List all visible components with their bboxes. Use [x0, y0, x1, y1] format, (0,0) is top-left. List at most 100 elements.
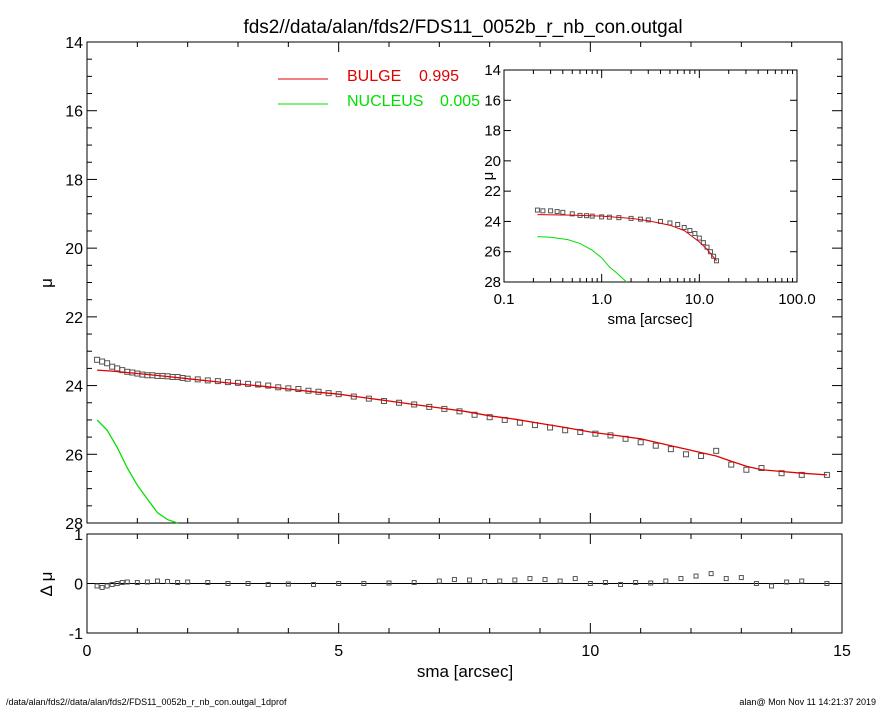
main-data-point	[104, 360, 111, 367]
main-xlabel: sma [arcsec]	[417, 662, 513, 681]
inset-xtick-label: 0.1	[494, 291, 515, 308]
res-ytick-label: 0	[74, 577, 83, 594]
main-data-point	[265, 382, 272, 389]
main-data-point	[471, 411, 478, 418]
inset-data-point	[554, 209, 560, 215]
legend: BULGE 0.995 NUCLEUS 0.005	[278, 68, 480, 110]
main-data-point	[758, 465, 765, 472]
main-xtick-label: 10	[581, 643, 599, 660]
res-data-point	[245, 581, 251, 586]
inset-ytick-label: 14	[484, 62, 501, 79]
res-data-point	[648, 580, 654, 586]
main-line-bulge	[97, 369, 827, 476]
res-data-point	[633, 580, 639, 586]
inset-data-point	[534, 207, 540, 213]
inset-data-point	[696, 235, 702, 241]
res-data-point	[512, 577, 518, 583]
res-data-point	[124, 579, 130, 585]
res-data-point	[753, 581, 759, 586]
main-line-nucleus	[96, 419, 178, 524]
res-data-point	[386, 580, 392, 586]
main-ytick-label: 18	[65, 172, 83, 189]
footer-right: alan@ Mon Nov 11 14:21:37 2019	[739, 697, 876, 707]
res-data-point	[482, 579, 488, 585]
res-data-point	[738, 575, 744, 581]
res-data-point	[285, 581, 291, 587]
legend-nucleus-value: 0.005	[440, 93, 480, 110]
main-ytick-label: 22	[65, 310, 83, 327]
main-data-point	[486, 414, 493, 421]
res-data-point	[451, 577, 457, 583]
inset-plot: 14 16 18 20 22 24 26 280.1 1.0 10.0 100.0	[484, 62, 815, 308]
main-data-point	[245, 380, 252, 387]
main-data-point	[562, 427, 569, 434]
res-data-point	[572, 576, 578, 582]
inset-ytick-label: 24	[484, 213, 501, 230]
inset-data-point	[714, 258, 720, 264]
res-ytick-label: -1	[69, 626, 83, 643]
inset-xlabel: sma [arcsec]	[607, 311, 692, 328]
main-ytick-label: 26	[65, 447, 83, 464]
res-data-point	[361, 581, 367, 586]
res-data-point	[154, 578, 160, 584]
main-data-point	[637, 439, 644, 446]
main-xtick-label: 15	[833, 643, 851, 660]
res-data-point	[114, 581, 120, 586]
main-data-point	[667, 446, 674, 453]
res-data-point	[119, 580, 125, 586]
res-data-point	[542, 577, 548, 583]
res-data-point	[693, 573, 699, 579]
main-ytick-label: 14	[65, 35, 83, 52]
res-data-point	[799, 578, 805, 584]
main-data-point	[109, 363, 116, 370]
main-xtick-label: 0	[83, 643, 92, 660]
main-data-point	[728, 461, 735, 468]
inset-data-point	[681, 224, 687, 230]
res-data-point	[311, 581, 316, 587]
residual-ylabel: Δ μ	[37, 572, 56, 597]
inset-data-point	[687, 228, 693, 234]
main-data-point	[698, 453, 705, 460]
res-data-point	[708, 571, 714, 577]
inset-line-nucleus	[537, 236, 627, 283]
inset-data-point	[569, 211, 575, 217]
inset-data-point	[548, 208, 554, 214]
inset-data-point	[560, 209, 566, 215]
inset-ytick-label: 22	[484, 183, 501, 200]
res-data-point	[602, 580, 608, 586]
main-data-point	[94, 356, 101, 363]
inset-data-point	[711, 253, 717, 259]
main-ylabel: μ	[37, 278, 56, 288]
main-data-point	[99, 358, 106, 365]
res-data-point	[134, 580, 140, 586]
main-data-point	[778, 470, 785, 477]
main-data-point	[235, 379, 241, 386]
res-data-point	[99, 584, 105, 590]
main-data-point	[798, 471, 805, 478]
inset-data-point	[540, 208, 546, 214]
inset-xtick-label: 1.0	[591, 291, 612, 308]
res-data-point	[618, 581, 624, 587]
inset-ytick-label: 16	[484, 92, 501, 109]
res-data-point	[336, 581, 342, 586]
res-data-point	[94, 583, 100, 589]
main-ytick-label: 24	[65, 379, 83, 396]
res-data-point	[185, 579, 191, 585]
res-data-point	[411, 580, 417, 586]
inset-xtick-label: 10.0	[685, 291, 714, 308]
inset-ylabel: μ	[480, 172, 497, 181]
res-data-point	[205, 580, 211, 586]
res-data-point	[175, 580, 181, 586]
inset-ytick-label: 28	[484, 274, 501, 291]
main-data-point	[713, 447, 720, 454]
res-data-point	[165, 579, 171, 585]
res-data-point	[144, 579, 150, 585]
main-xtick-label: 5	[334, 643, 343, 660]
main-data-point	[577, 428, 584, 435]
main-data-point	[255, 381, 262, 388]
res-data-point	[436, 578, 442, 584]
legend-nucleus-name: NUCLEUS	[347, 93, 423, 110]
main-ytick-label: 16	[65, 104, 83, 121]
